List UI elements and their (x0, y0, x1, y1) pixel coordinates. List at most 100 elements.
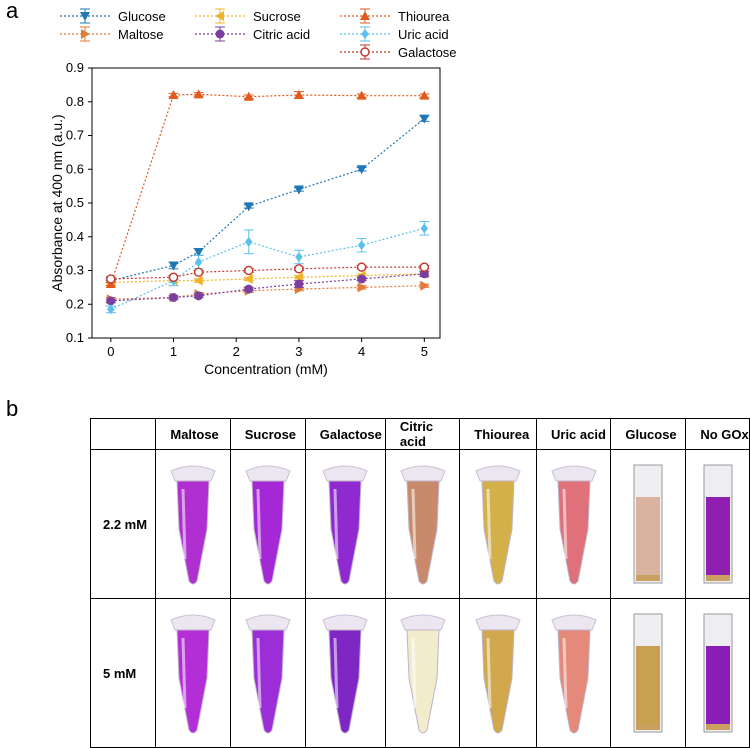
tube-image (245, 614, 291, 734)
data-point (244, 284, 254, 294)
photo-cell (304, 598, 386, 748)
column-header: Sucrose (229, 418, 306, 450)
photo-cell (535, 598, 612, 748)
data-point (293, 272, 303, 283)
photo-cell (685, 598, 750, 748)
panel-label-b: b (6, 396, 19, 421)
legend-marker (361, 29, 369, 39)
data-point (356, 90, 367, 100)
photo-table: Maltose Sucrose Galactose Citric acid Thiour… (89, 418, 750, 748)
y-tick-label: 0.4 (66, 229, 84, 244)
cuvette-image (633, 464, 663, 584)
photo-cell (610, 598, 687, 748)
data-point (193, 247, 204, 257)
tube-image (245, 465, 291, 585)
data-point (419, 269, 429, 279)
photo-cell (535, 449, 612, 599)
legend-label: Glucose (118, 9, 166, 24)
photo-cell (155, 449, 231, 599)
legend-marker (360, 11, 370, 20)
data-point (356, 262, 367, 272)
photo-cell (459, 598, 537, 748)
data-point (419, 90, 430, 100)
legend-marker (80, 12, 90, 21)
legend-marker (81, 29, 90, 39)
legend-label: Thiourea (398, 9, 450, 24)
cuvette-image (703, 613, 733, 733)
photo-cell (459, 449, 537, 599)
data-point (106, 296, 116, 306)
y-tick-label: 0.9 (66, 60, 84, 75)
column-header: Thiourea (459, 418, 537, 450)
data-point (168, 90, 179, 99)
data-point (194, 257, 203, 268)
y-tick-label: 0.2 (66, 296, 84, 311)
data-point (245, 236, 253, 247)
data-point (356, 165, 367, 175)
panel-label-a: a (6, 0, 19, 23)
tube-image (170, 614, 216, 734)
data-point (193, 89, 204, 99)
x-tick-label: 1 (170, 344, 177, 359)
photo-cell (155, 598, 231, 748)
tube-image (399, 614, 446, 734)
y-tick-label: 0.7 (66, 128, 84, 143)
photo-cell (229, 598, 306, 748)
legend-marker (360, 47, 370, 57)
y-tick-label: 0.8 (66, 94, 84, 109)
plot-frame (91, 67, 441, 339)
legend-marker (215, 29, 225, 39)
y-axis-label: Absorbance at 400 nm (a.u.) (49, 114, 65, 291)
row-label: 5 mM (89, 598, 157, 748)
series-line (110, 93, 425, 285)
x-tick-label: 2 (233, 344, 240, 359)
data-point (420, 280, 430, 291)
table-row: 5 mM (89, 598, 750, 748)
data-point (243, 273, 253, 284)
tube-image (399, 465, 446, 585)
data-point (419, 114, 430, 124)
absorbance-chart: 0.1 0.2 0.3 0.4 0.5 0.6 0.7 0.8 0.9 0 1 2 3 4 5 Concent… (49, 8, 457, 377)
legend-label: Uric acid (398, 27, 449, 42)
data-point (294, 279, 304, 289)
cuvette-image (703, 464, 733, 584)
data-point (357, 240, 366, 251)
row-label: 2.2 mM (89, 449, 157, 599)
data-point (168, 272, 179, 282)
data-point (107, 304, 115, 315)
table-corner (89, 418, 157, 450)
data-point (420, 223, 429, 234)
tube-image (322, 465, 368, 585)
data-point (168, 261, 179, 271)
data-point (295, 252, 303, 262)
table-row: 2.2 mM (89, 449, 750, 599)
y-tick-label: 0.1 (66, 330, 84, 345)
x-tick-label: 4 (358, 344, 365, 359)
x-tick-label: 5 (421, 344, 428, 359)
column-header: No GOx (685, 418, 750, 450)
data-point (293, 185, 304, 195)
data-point (243, 91, 254, 101)
data-point (193, 267, 204, 277)
series-line (110, 273, 425, 283)
data-point (169, 293, 179, 302)
photo-cell (304, 449, 386, 599)
data-point (244, 265, 254, 276)
data-point (419, 262, 430, 272)
data-point (194, 291, 204, 301)
legend-label: Galactose (398, 45, 457, 60)
y-tick-label: 0.6 (66, 161, 84, 176)
tube-image (475, 465, 521, 585)
tube-image (170, 465, 216, 585)
data-point (357, 274, 367, 284)
column-header: Glucose (610, 418, 687, 450)
photo-cell (685, 449, 750, 599)
x-axis-label: Concentration (mM) (204, 361, 328, 377)
tube-image (322, 614, 368, 734)
x-tick-label: 3 (295, 344, 302, 359)
legend-marker (215, 11, 224, 21)
y-tick-label: 0.3 (66, 263, 84, 278)
column-header: Citric acid (384, 418, 461, 450)
y-tick-label: 0.5 (66, 195, 84, 210)
data-point (193, 275, 203, 286)
